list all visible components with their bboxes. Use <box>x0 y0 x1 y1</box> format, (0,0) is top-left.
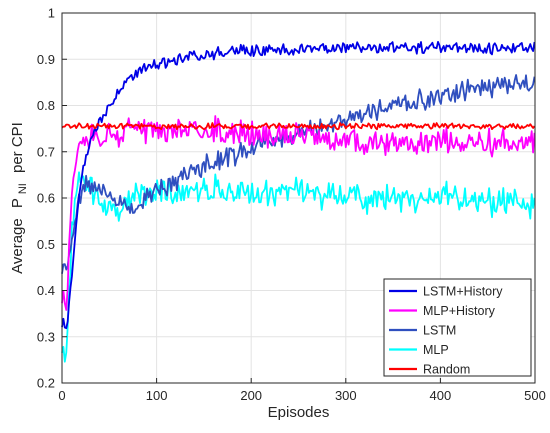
x-tick-label: 300 <box>335 388 357 403</box>
x-tick-label: 200 <box>240 388 262 403</box>
axis-ticks: 0 100 200 300 400 500 0.2 0.3 0.4 0.5 0.6 0.7 0.8 0.9… <box>37 6 546 404</box>
legend-label: LSTM+History <box>423 285 503 299</box>
y-tick-label: 0.9 <box>37 52 55 67</box>
y-tick-label: 0.4 <box>37 283 55 298</box>
y-tick-label: 0.6 <box>37 191 55 206</box>
y-axis-label-prefix: Average <box>9 218 26 274</box>
y-axis-label: Average P NI per CPI <box>9 122 30 274</box>
y-tick-label: 1 <box>48 6 55 21</box>
y-tick-label: 0.3 <box>37 329 55 344</box>
y-axis-label-subscript: NI <box>17 183 29 194</box>
x-tick-label: 400 <box>430 388 452 403</box>
y-tick-label: 0.7 <box>37 144 55 159</box>
y-tick-label: 0.5 <box>37 237 55 252</box>
y-tick-label: 0.2 <box>37 376 55 391</box>
x-tick-label: 0 <box>58 388 65 403</box>
series-layer <box>61 41 536 363</box>
y-tick-label: 0.8 <box>37 98 55 113</box>
legend-label: LSTM <box>423 324 456 338</box>
y-axis-label-suffix: per CPI <box>9 122 26 173</box>
series-line-1 <box>61 115 536 311</box>
legend: LSTM+History MLP+History LSTM MLP Random <box>383 278 532 377</box>
series-line-4 <box>61 122 536 131</box>
series-line-3 <box>61 171 536 363</box>
legend-label: Random <box>423 363 470 377</box>
y-axis-label-main: P <box>9 198 26 208</box>
legend-label: MLP+History <box>423 304 496 318</box>
series-line-0 <box>61 41 536 330</box>
legend-box <box>383 278 532 377</box>
legend-label: MLP <box>423 343 449 357</box>
x-tick-label: 100 <box>146 388 168 403</box>
x-tick-label: 500 <box>524 388 546 403</box>
x-axis-label: Episodes <box>268 404 330 421</box>
